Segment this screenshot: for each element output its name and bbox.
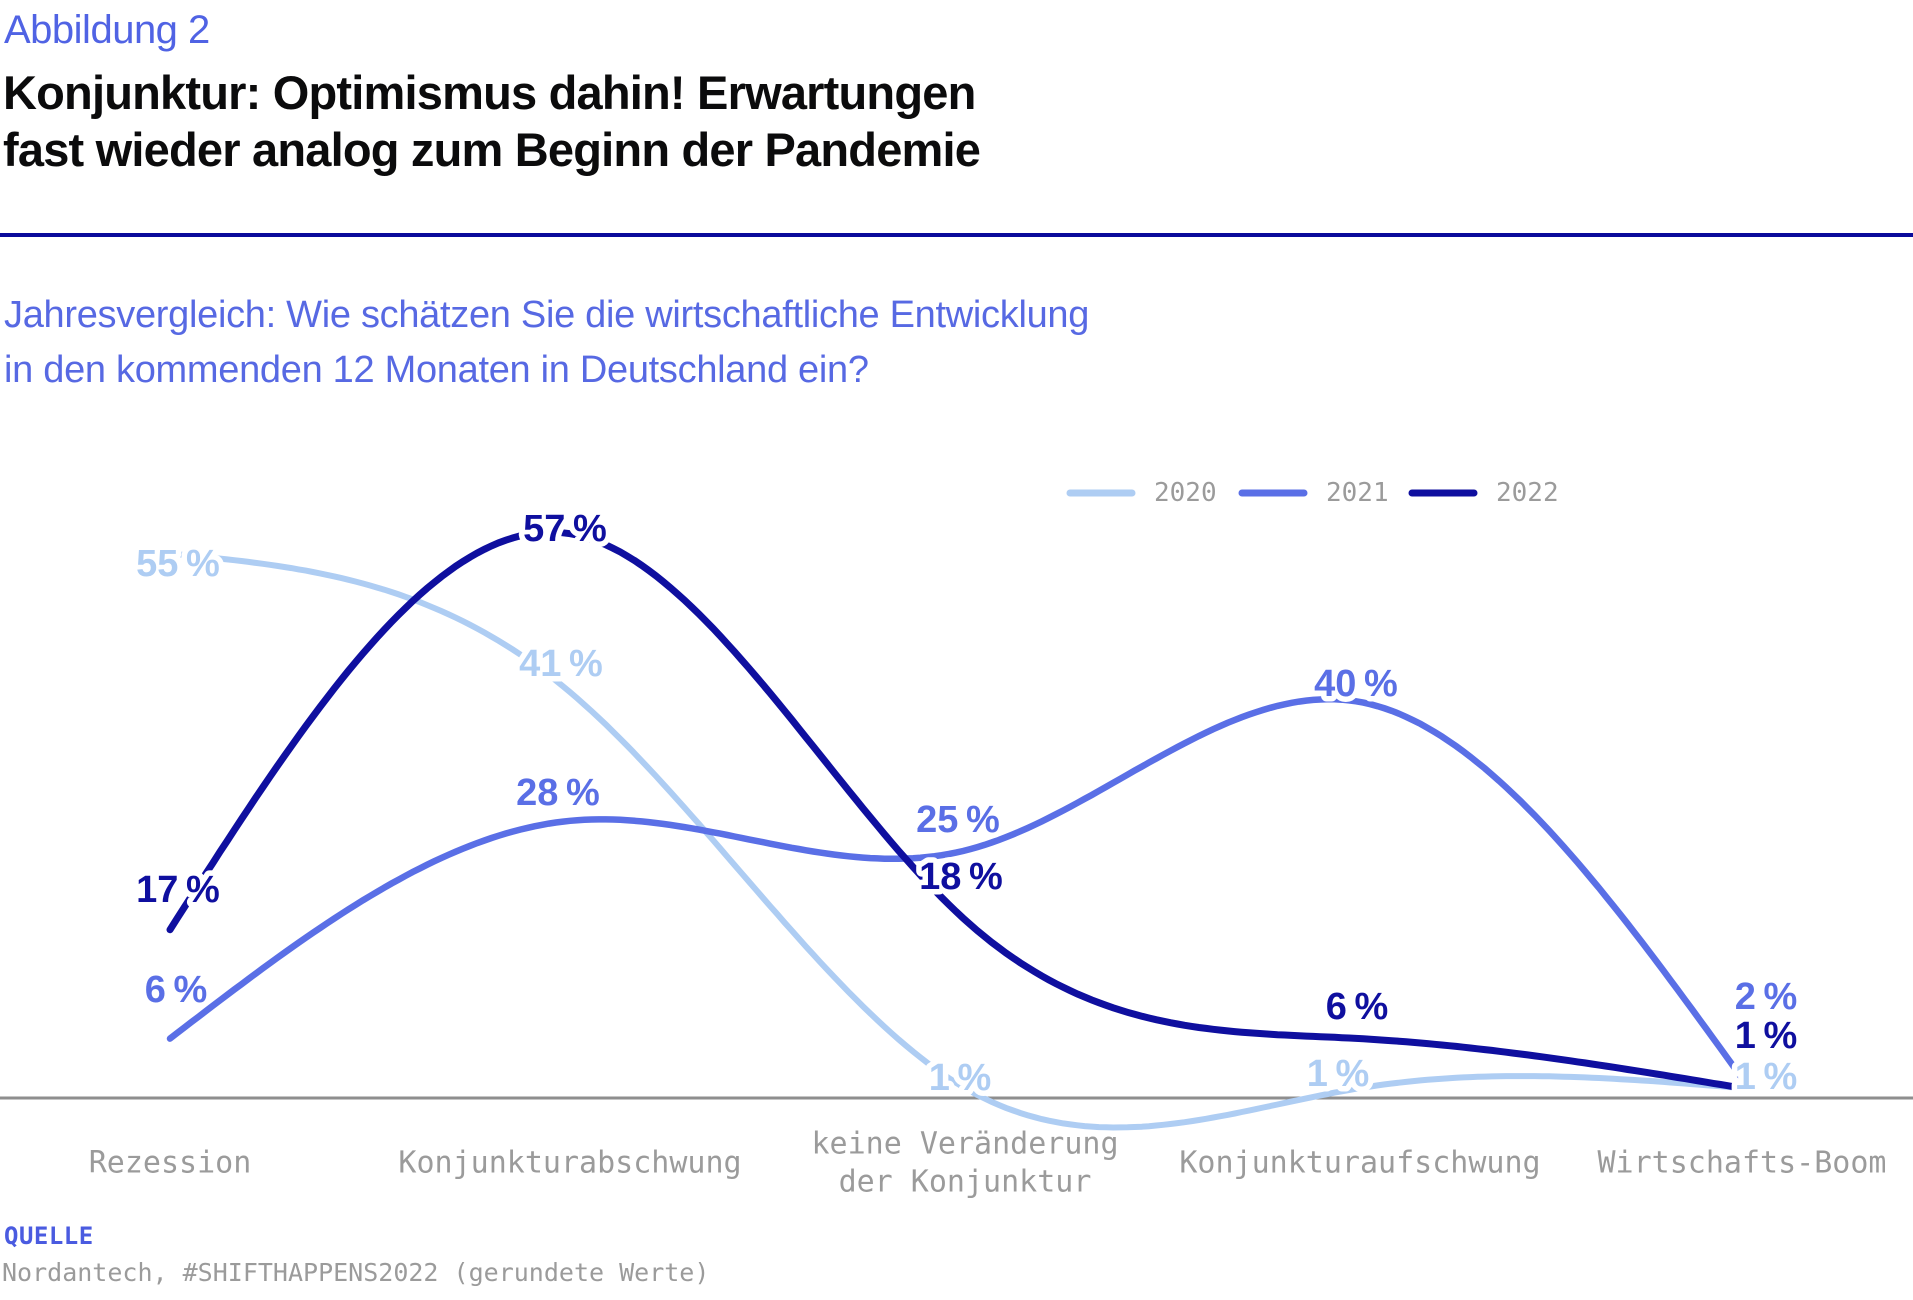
legend-item-2021: 2021 — [1238, 478, 1389, 508]
figure-label: Abbildung 2 — [4, 8, 210, 52]
legend-label-2020: 2020 — [1154, 478, 1217, 508]
series-line-2022 — [166, 528, 1746, 1092]
value-label-2020-4: 1 % — [1735, 1056, 1798, 1098]
series-line-2020 — [167, 550, 1745, 1131]
title-line-1: Konjunktur: Optimismus dahin! Erwartunge… — [3, 66, 976, 119]
page-title: Konjunktur: Optimismus dahin! Erwartunge… — [3, 64, 981, 178]
subtitle-line-1: Jahresvergleich: Wie schätzen Sie die wi… — [4, 294, 1090, 336]
value-label-2022-4: 1 % — [1735, 1015, 1798, 1057]
value-label-2022-3: 6 % — [1326, 986, 1389, 1028]
value-label-2020-1: 41 % — [519, 643, 603, 685]
value-label-2021-2: 25 % — [916, 799, 1000, 841]
title-divider — [0, 233, 1913, 237]
value-label-2020-0: 55 % — [136, 543, 220, 585]
legend-item-2020: 2020 — [1066, 478, 1217, 508]
value-label-2022-2: 18 % — [919, 856, 1003, 898]
value-label-2022-0: 17 % — [136, 869, 220, 911]
value-label-2020-3: 1 % — [1307, 1053, 1370, 1095]
title-line-2: fast wieder analog zum Beginn der Pandem… — [3, 123, 981, 176]
source-label: QUELLE — [4, 1222, 94, 1250]
value-label-2020-2: 1 % — [929, 1057, 992, 1099]
x-axis-label-1: Konjunkturabschwung — [398, 1146, 741, 1181]
value-label-2021-1: 28 % — [516, 772, 600, 814]
x-axis-label-4: Wirtschafts-Boom — [1598, 1146, 1887, 1181]
chart-question: Jahresvergleich: Wie schätzen Sie die wi… — [4, 288, 1089, 398]
subtitle-line-2: in den kommenden 12 Monaten in Deutschla… — [4, 349, 869, 391]
x-axis-label-0: Rezession — [89, 1146, 252, 1181]
x-axis-label-3: Konjunkturaufschwung — [1179, 1146, 1540, 1181]
legend-label-2021: 2021 — [1326, 478, 1389, 508]
source-text: Nordantech, #SHIFTHAPPENS2022 (gerundete… — [2, 1258, 710, 1287]
value-label-2022-1: 57 % — [523, 508, 607, 550]
x-axis-label-2-line-1: der Konjunktur — [839, 1165, 1092, 1200]
x-axis-label-2-line-0: keine Veränderung — [811, 1127, 1118, 1162]
series-line-2021 — [166, 696, 1746, 1082]
value-label-2021-4: 2 % — [1735, 976, 1798, 1018]
value-label-2021-0: 6 % — [145, 969, 208, 1011]
value-label-2021-3: 40 % — [1314, 663, 1398, 705]
legend-label-2022: 2022 — [1496, 478, 1559, 508]
legend-item-2022: 2022 — [1408, 478, 1559, 508]
